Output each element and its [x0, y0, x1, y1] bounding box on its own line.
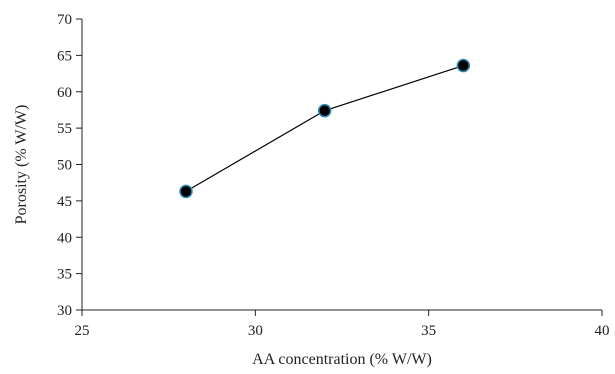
- series-layer: [179, 58, 471, 199]
- data-point: [317, 103, 332, 118]
- x-tick-label: 35: [421, 323, 436, 339]
- y-tick-label: 45: [57, 194, 72, 210]
- data-point: [456, 58, 471, 73]
- axes: [81, 19, 602, 311]
- y-tick-label: 50: [57, 158, 72, 174]
- x-axis-title: AA concentration (% W/W): [252, 351, 432, 368]
- y-tick-label: 40: [57, 230, 72, 246]
- series-line: [185, 64, 464, 192]
- y-tick-label: 55: [57, 121, 72, 137]
- y-tick-label: 65: [57, 48, 72, 64]
- y-tick-label: 60: [57, 85, 72, 101]
- x-ticks: 25 30 35 40: [75, 310, 610, 339]
- y-axis-title: Porosity (% W/W): [13, 105, 30, 225]
- y-tick-label: 30: [57, 303, 72, 319]
- y-tick-label: 70: [57, 12, 72, 28]
- x-tick-label: 30: [248, 323, 263, 339]
- y-tick-label: 35: [57, 267, 72, 283]
- x-tick-label: 40: [595, 323, 610, 339]
- y-ticks: 30 35 40 45 50 55 60 65 70: [57, 12, 82, 319]
- x-tick-label: 25: [75, 323, 90, 339]
- data-point: [179, 184, 193, 199]
